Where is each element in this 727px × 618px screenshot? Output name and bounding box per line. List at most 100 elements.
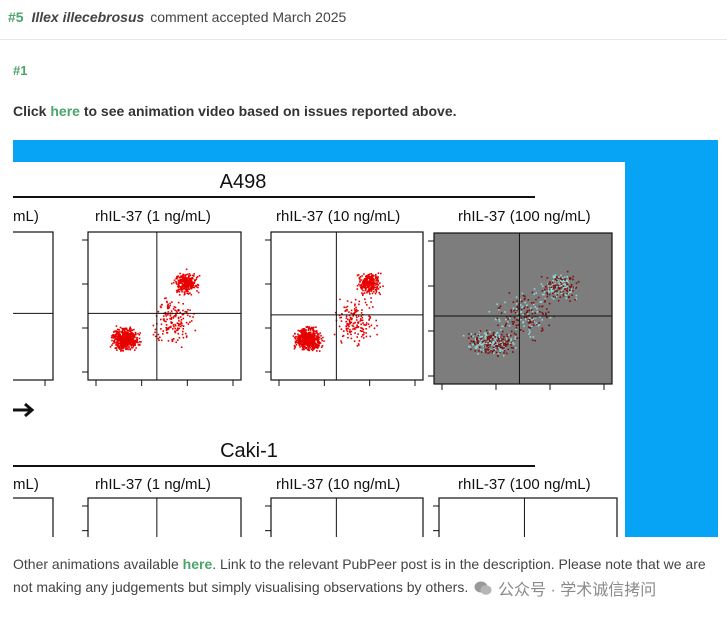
plot-top-1-dot — [116, 342, 118, 344]
plot-top-1-dot — [125, 332, 127, 334]
plot-top-3-dot — [485, 348, 487, 351]
plot-top-2-dot — [317, 344, 319, 346]
plot-top-1-dot — [115, 325, 118, 327]
plot-top-3-dot — [484, 350, 487, 353]
plot-top-2-dot — [358, 303, 360, 306]
plot-top-3-dot — [537, 324, 540, 327]
plot-top-3-dot — [550, 286, 553, 288]
plot-top-2-dot — [375, 319, 377, 322]
plot-top-1-dot — [189, 278, 192, 281]
plot-top-2-dot — [304, 342, 306, 345]
plot-top-3-dot — [562, 280, 565, 283]
plot-top-1-dot — [181, 284, 184, 287]
plot-top-1-dot — [172, 281, 175, 284]
plot-top-2-dot — [317, 337, 320, 339]
plot-top-1-dot — [162, 318, 165, 321]
plot-top-1-dot — [186, 288, 189, 291]
plot-top-1-dot — [124, 341, 126, 343]
plot-top-3-dot — [484, 339, 486, 342]
plot-top-3-dot — [563, 286, 566, 289]
plot-top-2-dot — [313, 341, 315, 343]
plot-top-1-dot — [182, 287, 185, 290]
plot-top-2-dot — [361, 319, 364, 322]
plot-top-1-dot — [177, 328, 179, 331]
plot-top-3-dot — [481, 339, 483, 342]
comment-number[interactable]: #5 — [8, 9, 24, 25]
plot-top-2-dot — [373, 274, 375, 277]
plot-top-1-dot — [187, 276, 190, 278]
plot-top-2-dot — [379, 282, 381, 284]
plot-top-3-dot — [522, 330, 524, 332]
plot-top-2-dot — [305, 340, 307, 342]
plot-top-3-dot — [522, 321, 525, 323]
plot-top-1-dot — [174, 324, 177, 327]
plot-top-3-dot — [521, 314, 524, 316]
plot-top-1-dot — [160, 328, 162, 330]
plot-top-1-dot — [185, 311, 188, 314]
plot-top-1-dot — [168, 305, 170, 308]
plot-top-3-dot — [468, 333, 470, 335]
plot-top-2-dot — [346, 322, 348, 325]
plot-top-3-dot — [559, 296, 562, 298]
plot-top-3-dot — [556, 279, 558, 282]
plot-top-3-dot — [531, 291, 534, 294]
plot-top-1-dot — [178, 288, 181, 291]
plot-top-2-dot — [315, 343, 318, 346]
plot-top-2-dot — [308, 347, 310, 349]
plot-top-3-dot — [554, 284, 556, 287]
plot-top-1-dot — [115, 343, 117, 346]
other-animations-link[interactable]: here — [182, 556, 213, 572]
plot-top-2-dot — [338, 325, 341, 328]
plot-top-2-dot — [292, 335, 295, 337]
plot-top-2-dot — [372, 306, 374, 308]
plot-top-3-dot — [514, 338, 516, 341]
plot-top-1-dot — [129, 334, 131, 336]
plot-top-1-dot — [175, 289, 178, 292]
plot-top-2-dot — [312, 332, 314, 334]
plot-top-3-dot — [573, 286, 575, 289]
plot-top-3-dot — [548, 291, 550, 293]
plot-top-3-dot — [558, 290, 560, 293]
figure-title-bottom: Caki-1 — [220, 440, 278, 462]
plot-top-1-dot — [132, 335, 134, 338]
plot-top-3-dot — [564, 281, 567, 284]
plot-top-1-dot — [188, 275, 190, 277]
animation-frame[interactable]: A498 mL) rhIL-37 (1 ng/mL) rhIL-37 (10 n… — [13, 140, 718, 537]
plot-top-1-dot — [179, 325, 182, 328]
animation-link[interactable]: here — [50, 103, 80, 119]
plot-top-3-dot — [493, 337, 496, 340]
plot-top-3-dot — [462, 334, 465, 337]
plot-top-2-dot — [361, 327, 363, 330]
plot-top-1-dot — [170, 310, 173, 312]
plot-top-3-dot — [546, 287, 548, 290]
plot-top-3-dot — [559, 281, 562, 284]
figure-title-top: A498 — [220, 171, 267, 193]
plot-top-1-dot — [119, 340, 122, 342]
plot-top-2-dot — [345, 320, 347, 323]
username[interactable]: Illex illecebrosus — [31, 9, 145, 25]
plot-top-1-dot — [134, 331, 137, 334]
plot-top-2-dot — [361, 282, 364, 285]
plot-top-1-dot — [187, 309, 189, 311]
plot-top-1-dot — [131, 343, 134, 345]
plot-top-2-dot — [369, 282, 372, 285]
plot-top-2-dot — [367, 323, 370, 325]
plot-top-1-dot — [160, 339, 163, 342]
plot-top-3-dot — [481, 338, 484, 340]
plot-top-2-dot — [346, 330, 349, 333]
plot-top-2-dot — [370, 280, 373, 282]
plot-top-3-dot — [529, 320, 532, 323]
plot-top-1-dot — [191, 285, 193, 287]
plot-top-1-dot — [184, 287, 186, 289]
plot-top-3-dot — [500, 340, 502, 342]
plot-top-3-dot — [515, 319, 518, 321]
plot-top-2-dot — [358, 277, 361, 280]
plot-top-3-dot — [541, 285, 544, 288]
plot-top-1-dot — [169, 302, 171, 305]
plot-top-3-dot — [496, 343, 498, 345]
plot-top-3-dot — [502, 343, 505, 345]
plot-top-3-dot — [504, 342, 507, 344]
plot-top-1-dot — [175, 314, 177, 317]
plot-top-2-dot — [342, 334, 345, 337]
plot-top-2-dot — [308, 326, 310, 328]
